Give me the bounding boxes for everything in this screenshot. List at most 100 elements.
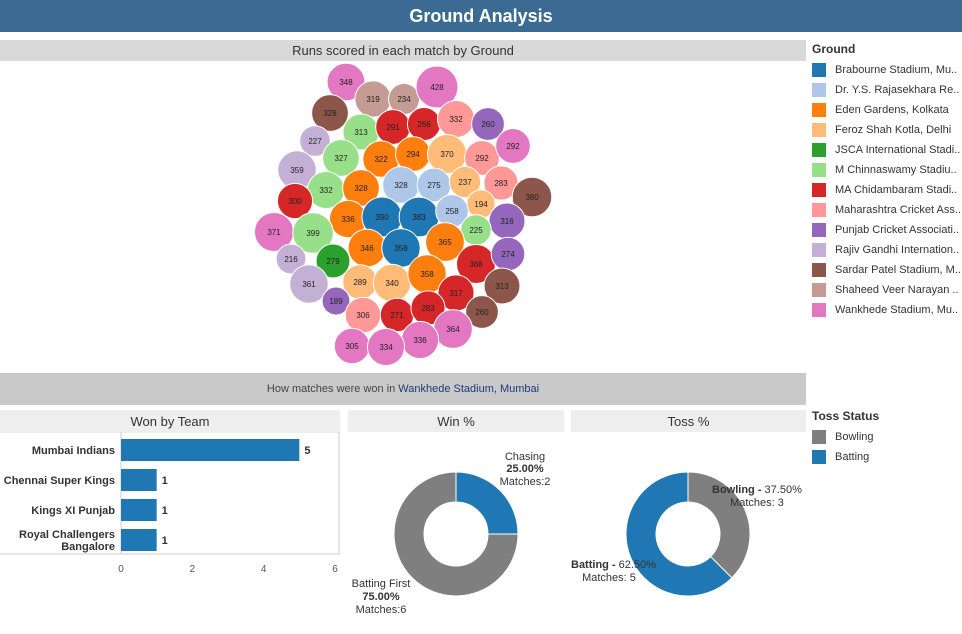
bubble[interactable] xyxy=(483,267,521,305)
bubble[interactable] xyxy=(471,107,505,141)
ground-legend-item[interactable]: Shaheed Veer Narayan .. xyxy=(812,280,961,300)
bar-tick-label: 4 xyxy=(261,564,267,575)
ground-legend-swatch xyxy=(812,63,826,77)
bubble[interactable] xyxy=(326,62,366,102)
bubble[interactable] xyxy=(415,65,459,109)
bubble-label: 300 xyxy=(288,197,302,206)
ground-legend-item[interactable]: Brabourne Stadium, Mu.. xyxy=(812,60,961,80)
toss-legend-item[interactable]: Bowling xyxy=(812,427,879,447)
donut-slice[interactable] xyxy=(393,471,519,597)
bubble-label: 189 xyxy=(329,297,343,306)
bar-category-label: Chennai Super Kings xyxy=(4,475,115,487)
bar[interactable] xyxy=(121,439,300,461)
ground-legend-item[interactable]: Maharashtra Cricket Ass.. xyxy=(812,200,961,220)
win-pct-title: Win % xyxy=(348,410,564,432)
bubble[interactable] xyxy=(299,125,331,157)
ground-legend-item[interactable]: M Chinnaswamy Stadiu.. xyxy=(812,160,961,180)
ground-legend-item[interactable]: JSCA International Stadi.. xyxy=(812,140,961,160)
ground-legend-item[interactable]: Dr. Y.S. Rajasekhara Re.. xyxy=(812,80,961,100)
ground-legend-label: MA Chidambaram Stadi.. xyxy=(835,184,958,196)
bubble-label: 361 xyxy=(302,280,316,289)
toss-legend-item[interactable]: Batting xyxy=(812,447,879,467)
bubble[interactable] xyxy=(448,165,482,199)
ground-legend-label: Eden Gardens, Kolkata xyxy=(835,104,949,116)
ground-legend-label: Wankhede Stadium, Mu.. xyxy=(835,304,959,316)
bubble-label: 332 xyxy=(449,115,463,124)
bubble-label: 305 xyxy=(345,342,359,351)
bubble-label: 271 xyxy=(390,311,404,320)
bubble-label: 274 xyxy=(501,250,515,259)
bubble-label: 294 xyxy=(406,150,420,159)
ground-legend-label: Shaheed Veer Narayan .. xyxy=(835,284,959,296)
bubble-label: 319 xyxy=(366,95,380,104)
bubble-label: 283 xyxy=(494,179,508,188)
bubble-label: 194 xyxy=(474,200,488,209)
bubble-label: 313 xyxy=(495,282,509,291)
bubble-label: 306 xyxy=(356,311,370,320)
bubble-label: 358 xyxy=(420,270,434,279)
bubble[interactable] xyxy=(495,128,531,164)
bubble-label: 216 xyxy=(284,255,298,264)
toss-legend-swatch xyxy=(812,430,826,444)
bubble-label: 328 xyxy=(394,181,408,190)
bubble[interactable] xyxy=(311,94,349,132)
ground-legend-label: M Chinnaswamy Stadiu.. xyxy=(835,164,957,176)
toss-legend-label: Bowling xyxy=(835,431,874,443)
bar[interactable] xyxy=(121,469,157,491)
ground-legend-swatch xyxy=(812,263,826,277)
wins-subtitle: How matches were won in Wankhede Stadium… xyxy=(0,373,806,405)
ground-legend-swatch xyxy=(812,203,826,217)
bubble[interactable] xyxy=(276,182,314,220)
won-by-team-chart[interactable]: 5 Mumbai Indians 1 Chennai Super Kings 1 King… xyxy=(0,432,342,582)
bubble[interactable] xyxy=(321,286,351,316)
bubble[interactable] xyxy=(292,212,334,254)
bubble-label: 340 xyxy=(385,279,399,288)
ground-legend-swatch xyxy=(812,83,826,97)
ground-legend-item[interactable]: Eden Gardens, Kolkata xyxy=(812,100,961,120)
ground-legend-item[interactable]: Feroz Shah Kotla, Delhi xyxy=(812,120,961,140)
bar[interactable] xyxy=(121,529,157,551)
ground-legend: Ground Brabourne Stadium, Mu.. Dr. Y.S. R… xyxy=(812,42,961,320)
bar-value-label: 1 xyxy=(162,475,168,487)
bubble[interactable] xyxy=(366,327,406,367)
ground-legend-label: Feroz Shah Kotla, Delhi xyxy=(835,124,952,136)
bubble-label: 327 xyxy=(334,154,348,163)
bubble[interactable] xyxy=(322,139,360,177)
toss-pct-chart[interactable]: Bowling - 37.50%Matches: 3 Batting - 62.5… xyxy=(571,432,806,627)
ground-legend-item[interactable]: Rajiv Gandhi Internation.. xyxy=(812,240,961,260)
bubble[interactable] xyxy=(465,295,499,329)
toss-legend-swatch xyxy=(812,450,826,464)
bubble-label: 291 xyxy=(386,123,400,132)
bubble-chart[interactable]: 348 319 234 428 328 313 291 266 332 260 227 327 322 2… xyxy=(0,62,806,372)
bubble-label: 336 xyxy=(341,215,355,224)
bubble[interactable] xyxy=(315,243,351,279)
bubble-label: 371 xyxy=(267,228,281,237)
ground-legend-item[interactable]: MA Chidambaram Stadi.. xyxy=(812,180,961,200)
bubble[interactable] xyxy=(275,243,307,275)
bubble[interactable] xyxy=(289,264,329,304)
donut-slice[interactable] xyxy=(687,471,751,579)
ground-legend-label: Brabourne Stadium, Mu.. xyxy=(835,64,958,76)
bubble[interactable] xyxy=(425,222,465,262)
win-label-name: Chasing xyxy=(505,451,545,463)
bubble-chart-title: Runs scored in each match by Ground xyxy=(0,40,806,61)
donut-slice[interactable] xyxy=(625,471,733,597)
ground-legend-label: JSCA International Stadi.. xyxy=(835,144,961,156)
bar-tick-label: 0 xyxy=(118,564,124,575)
bar-category-label: Kings XI Punjab xyxy=(31,505,115,517)
ground-legend-item[interactable]: Punjab Cricket Associati.. xyxy=(812,220,961,240)
ground-legend-item[interactable]: Wankhede Stadium, Mu.. xyxy=(812,300,961,320)
bubble-label: 234 xyxy=(397,95,411,104)
ground-legend-label: Sardar Patel Stadium, M.. xyxy=(835,264,961,276)
wins-subtitle-ground[interactable]: Wankhede Stadium, Mumbai xyxy=(398,383,540,395)
bar[interactable] xyxy=(121,499,157,521)
wins-subtitle-prefix: How matches were won in xyxy=(266,383,396,395)
win-label-matches: Matches:2 xyxy=(500,476,551,488)
bubble[interactable] xyxy=(464,140,500,176)
ground-legend-item[interactable]: Sardar Patel Stadium, M.. xyxy=(812,260,961,280)
bubble[interactable] xyxy=(511,176,553,218)
bubble-label: 364 xyxy=(446,325,460,334)
bubble-label: 390 xyxy=(375,213,389,222)
